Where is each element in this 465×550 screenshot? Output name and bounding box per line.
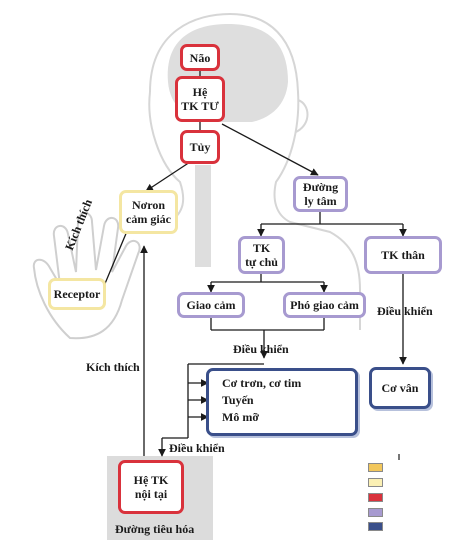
node-nao: Não <box>180 44 220 71</box>
node-duong-ly-tam: Đường ly tâm <box>293 176 348 212</box>
node-tuy: Tủy <box>180 130 220 164</box>
legend-swatch-5 <box>368 522 383 531</box>
node-he-tk-tu-line2: TK TƯ <box>181 99 219 113</box>
node-pho-giao-cam: Phó giao cảm <box>283 292 366 318</box>
node-duong-ly-tam-line2: ly tâm <box>304 194 337 208</box>
node-noron-line2: cảm giác <box>126 212 171 226</box>
effector-tuyen: Tuyến <box>222 393 254 407</box>
node-noron-cam-giac: Nơron cảm giác <box>119 190 178 234</box>
node-he-tk-tu: Hệ TK TƯ <box>175 76 225 122</box>
head-silhouette <box>148 12 361 330</box>
effector-mo-mo: Mô mỡ <box>222 410 259 424</box>
edge-label-dieu-khien-somatic: Điều khiển <box>377 304 433 318</box>
edge-label-dieu-khien-lower: Điều khiển <box>169 441 225 455</box>
node-he-tk-noi-tai-line1: Hệ TK <box>133 473 169 487</box>
node-effectors-autonomic <box>206 368 358 436</box>
legend-swatch-4 <box>368 508 383 517</box>
connector-lines <box>103 70 407 457</box>
node-he-tk-tu-line1: Hệ <box>192 85 208 99</box>
node-receptor: Receptor <box>48 278 106 310</box>
node-co-van: Cơ vân <box>369 367 431 409</box>
node-he-tk-noi-tai-line2: nội tại <box>134 487 168 501</box>
legend-swatch-1 <box>368 463 383 472</box>
edge-label-kich-thich-left: Kích thích <box>86 360 140 374</box>
edge-label-dieu-khien-autonomic: Điều khiển <box>233 342 289 356</box>
node-tk-tu-chu: TK tự chủ <box>238 236 285 274</box>
node-tk-tu-chu-line2: tự chủ <box>245 255 278 269</box>
label-duong-tieu-hoa: Đường tiêu hóa <box>115 522 195 536</box>
spinal-cord <box>195 165 211 267</box>
node-he-tk-noi-tai: Hệ TK nội tại <box>118 460 184 514</box>
legend-swatch-3 <box>368 493 383 502</box>
node-tk-than: TK thân <box>364 236 442 274</box>
node-tk-tu-chu-line1: TK <box>252 241 271 255</box>
node-noron-line1: Nơron <box>131 198 166 212</box>
legend-swatch-2 <box>368 478 383 487</box>
effector-co-tron: Cơ trơn, cơ tim <box>222 376 302 390</box>
hand-outline <box>32 212 141 340</box>
node-duong-ly-tam-line1: Đường <box>302 180 339 194</box>
node-giao-cam: Giao cảm <box>177 292 245 318</box>
